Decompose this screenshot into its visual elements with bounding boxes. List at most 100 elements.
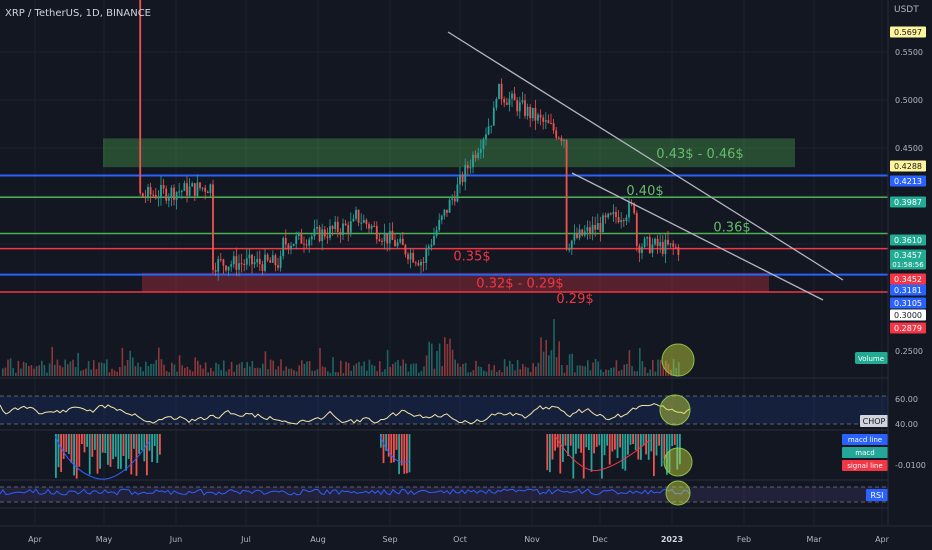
volume-bar bbox=[428, 341, 430, 376]
volume-bar bbox=[64, 359, 66, 376]
volume-bar bbox=[399, 365, 402, 376]
annotations: 0.43$ - 0.46$ 0.32$ - 0.29$ 0.40$ 0.36$ 0.35… bbox=[453, 147, 750, 307]
price-badge-value: 0.3000 bbox=[894, 311, 922, 320]
candle-body bbox=[391, 230, 394, 240]
macd-line bbox=[54, 435, 151, 480]
volume-bar bbox=[230, 361, 233, 376]
macd-histogram-bar bbox=[99, 434, 101, 469]
candle-body bbox=[521, 100, 524, 103]
time-axis: Apr May Jun Jul Aug Sep Oct Nov Dec 2023 Feb Mar Apr bbox=[0, 525, 932, 550]
volume-bar bbox=[301, 360, 303, 376]
macd-histogram-bar bbox=[55, 434, 57, 478]
price-badge bbox=[890, 284, 926, 296]
candle-body bbox=[466, 165, 469, 169]
volume-bar bbox=[355, 363, 358, 376]
candle-body bbox=[539, 114, 542, 118]
candle-body bbox=[651, 244, 654, 253]
time-tick-label: Jul bbox=[240, 535, 251, 544]
volume-bar bbox=[90, 369, 92, 376]
volume-bar bbox=[43, 365, 46, 376]
volume-bar bbox=[106, 359, 108, 376]
volume-bar bbox=[581, 365, 584, 376]
macd-histogram-bar bbox=[73, 434, 75, 476]
volume-bar bbox=[636, 371, 638, 376]
candle-body bbox=[656, 238, 659, 247]
candle-body bbox=[355, 209, 357, 219]
volume-bar bbox=[407, 371, 410, 376]
candle-body bbox=[477, 152, 480, 159]
candle-body bbox=[227, 266, 230, 271]
chop-line bbox=[0, 403, 691, 425]
volume-bar bbox=[316, 369, 319, 376]
candle-body bbox=[425, 248, 428, 263]
macd-histogram-bar bbox=[88, 434, 91, 475]
volume-bar bbox=[186, 366, 189, 376]
candle-body bbox=[557, 137, 560, 139]
macd-histogram-bar bbox=[647, 434, 650, 460]
volume-bar bbox=[22, 361, 25, 376]
price-badge bbox=[890, 249, 926, 270]
volume-bar bbox=[561, 364, 563, 376]
volume-bar bbox=[412, 363, 415, 376]
level-annotation: 0.29$ bbox=[556, 292, 593, 307]
candle-body bbox=[490, 125, 493, 127]
volume-bar bbox=[256, 367, 259, 376]
macd-histogram-bar bbox=[117, 434, 120, 469]
volume-bar bbox=[425, 355, 428, 376]
candle-body bbox=[256, 258, 259, 263]
candle-body bbox=[287, 244, 290, 250]
macd-histogram-bar bbox=[569, 434, 572, 446]
candle-body bbox=[672, 243, 675, 247]
volume-bar bbox=[61, 367, 64, 376]
candle-body bbox=[178, 191, 181, 193]
volume-bar bbox=[233, 371, 235, 376]
candle-body bbox=[648, 237, 651, 253]
macd-legend-bg bbox=[842, 460, 888, 471]
volume-bar bbox=[332, 357, 334, 376]
volume-bar bbox=[652, 359, 654, 376]
zones bbox=[103, 138, 795, 292]
candle-body bbox=[378, 239, 381, 241]
volume-bar bbox=[527, 367, 529, 376]
macd-histogram-bar bbox=[81, 434, 83, 445]
candle-body bbox=[433, 236, 435, 245]
candle-body bbox=[469, 167, 472, 169]
volume-bar bbox=[269, 359, 272, 376]
volume-bar bbox=[555, 357, 558, 376]
candle-body bbox=[531, 107, 534, 119]
volume-bar bbox=[129, 350, 131, 376]
volume-bar bbox=[225, 371, 228, 376]
candle-body bbox=[589, 227, 591, 234]
candle-body bbox=[368, 224, 370, 229]
price-badge bbox=[890, 273, 926, 285]
volume-bar bbox=[415, 363, 417, 376]
volume-bar bbox=[35, 366, 38, 376]
macd-histogram-bar bbox=[57, 434, 60, 468]
candle-body bbox=[409, 252, 412, 260]
macd-histogram-bar bbox=[403, 434, 406, 474]
macd-histogram-bar bbox=[112, 434, 114, 460]
volume-bar bbox=[480, 366, 482, 376]
macd-histogram-bar bbox=[619, 434, 621, 448]
volume-bar bbox=[605, 369, 607, 376]
candle-body bbox=[149, 187, 152, 195]
candle-body bbox=[422, 262, 425, 264]
volume-bar bbox=[389, 367, 391, 376]
candle-body bbox=[225, 265, 227, 271]
volume-bar bbox=[540, 337, 542, 376]
volume-bar bbox=[168, 372, 170, 376]
volume-bar bbox=[215, 362, 217, 376]
volume-bar bbox=[72, 359, 74, 376]
volume-bar bbox=[576, 365, 579, 376]
time-tick-label: Jun bbox=[169, 535, 183, 544]
macd-histogram-bar bbox=[114, 434, 117, 457]
candle-body bbox=[347, 225, 350, 233]
candle-body bbox=[427, 246, 430, 249]
volume-bar bbox=[282, 370, 285, 376]
candle-body bbox=[193, 183, 196, 196]
volume-bar bbox=[631, 365, 633, 376]
volume-bar bbox=[113, 370, 116, 376]
volume-bar bbox=[392, 363, 394, 376]
volume-bar bbox=[12, 367, 14, 376]
